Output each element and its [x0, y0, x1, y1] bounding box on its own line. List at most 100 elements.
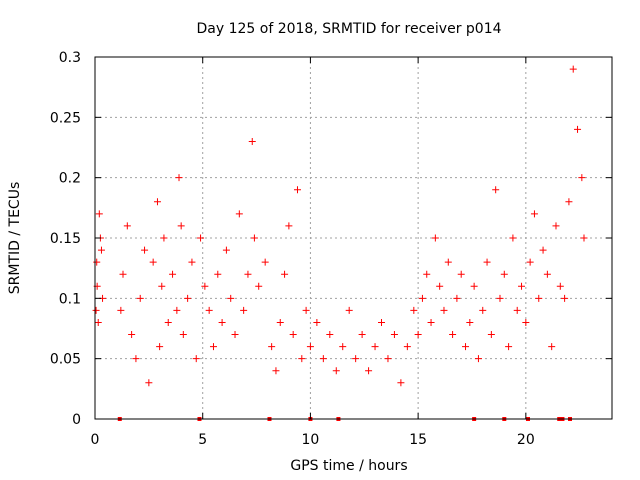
data-point — [173, 306, 181, 314]
data-point — [298, 355, 306, 363]
data-point — [205, 306, 213, 314]
data-point — [285, 222, 293, 230]
data-point — [306, 343, 314, 351]
data-point — [371, 343, 379, 351]
data-point — [128, 331, 136, 339]
data-point — [192, 355, 200, 363]
data-point — [164, 318, 172, 326]
x-tick-label: 5 — [198, 432, 207, 448]
data-point — [227, 294, 235, 302]
data-point — [427, 318, 435, 326]
data-point — [466, 318, 474, 326]
x-tick-label: 10 — [302, 432, 320, 448]
data-point — [123, 222, 131, 230]
y-tick-label: 0.3 — [59, 50, 81, 66]
data-point — [431, 234, 439, 242]
data-point — [201, 282, 209, 290]
data-point — [231, 331, 239, 339]
data-point — [352, 355, 360, 363]
data-point — [440, 306, 448, 314]
data-point — [119, 270, 127, 278]
data-point — [483, 258, 491, 266]
data-point — [423, 270, 431, 278]
data-point — [569, 65, 577, 73]
data-point — [261, 258, 269, 266]
data-point — [513, 306, 521, 314]
data-point — [117, 306, 125, 314]
data-point — [276, 318, 284, 326]
data-point — [543, 270, 551, 278]
data-point — [158, 282, 166, 290]
data-point — [509, 234, 517, 242]
x-tick-label: 0 — [91, 432, 100, 448]
data-point — [548, 343, 556, 351]
data-point — [97, 246, 105, 254]
data-point — [175, 174, 183, 182]
data-point — [281, 270, 289, 278]
data-point — [453, 294, 461, 302]
data-point — [414, 331, 422, 339]
y-tick-label: 0.05 — [50, 352, 81, 368]
data-point — [505, 343, 513, 351]
y-tick-label: 0.25 — [50, 110, 81, 126]
data-point — [561, 294, 569, 302]
y-tick-label: 0.15 — [50, 231, 81, 247]
x-tick-label: 20 — [517, 432, 535, 448]
data-points — [92, 65, 588, 387]
data-point — [250, 234, 258, 242]
data-point — [526, 258, 534, 266]
data-point — [397, 379, 405, 387]
data-point — [289, 331, 297, 339]
data-point — [436, 282, 444, 290]
data-point — [141, 246, 149, 254]
data-point — [580, 234, 588, 242]
data-point — [474, 355, 482, 363]
data-point — [272, 367, 280, 375]
data-point — [530, 210, 538, 218]
data-point — [160, 234, 168, 242]
data-point — [410, 306, 418, 314]
data-point — [92, 306, 100, 314]
data-point — [145, 379, 153, 387]
data-point — [345, 306, 353, 314]
data-point — [384, 355, 392, 363]
data-point — [319, 355, 327, 363]
data-point — [565, 198, 573, 206]
data-point — [390, 331, 398, 339]
data-point — [240, 306, 248, 314]
x-axis-label: GPS time / hours — [290, 458, 407, 474]
data-point — [578, 174, 586, 182]
y-axis-label: SRMTID / TECUs — [7, 182, 23, 295]
data-point — [93, 258, 101, 266]
data-point — [552, 222, 560, 230]
data-point — [94, 318, 102, 326]
data-point — [339, 343, 347, 351]
data-point — [218, 318, 226, 326]
data-point — [444, 258, 452, 266]
data-point — [156, 343, 164, 351]
data-point — [197, 234, 205, 242]
data-point — [556, 282, 564, 290]
data-point — [214, 270, 222, 278]
data-point — [500, 270, 508, 278]
data-point — [209, 343, 217, 351]
data-point — [179, 331, 187, 339]
data-point — [177, 222, 185, 230]
y-tick-label: 0.2 — [59, 171, 81, 187]
data-point — [403, 343, 411, 351]
data-point — [149, 258, 157, 266]
data-point — [535, 294, 543, 302]
data-point — [132, 355, 140, 363]
data-point — [244, 270, 252, 278]
data-point — [302, 306, 310, 314]
data-point — [95, 210, 103, 218]
data-point — [268, 343, 276, 351]
data-point — [332, 367, 340, 375]
data-point — [326, 331, 334, 339]
x-tick-label: 15 — [409, 432, 427, 448]
data-point — [255, 282, 263, 290]
data-point — [169, 270, 177, 278]
data-point — [574, 125, 582, 133]
